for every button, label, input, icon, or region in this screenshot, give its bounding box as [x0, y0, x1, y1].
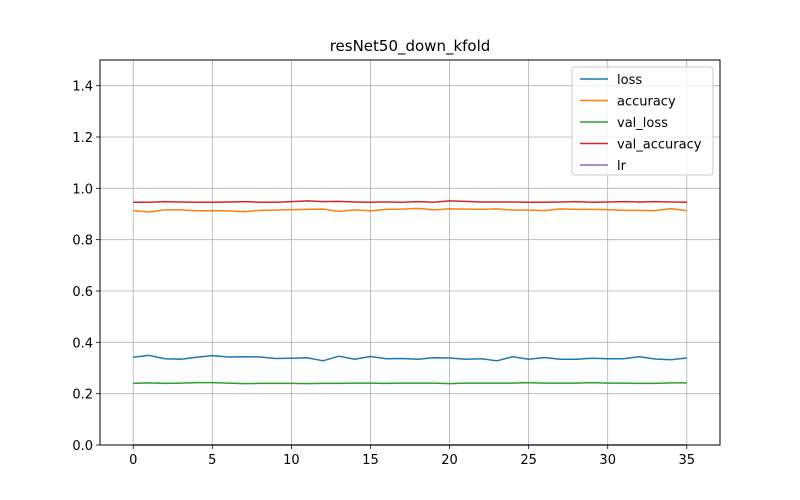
x-tick-label: 5 — [208, 453, 216, 468]
series-line-loss — [133, 354, 687, 362]
x-tick-label: 20 — [441, 453, 458, 468]
y-tick-label: 1.4 — [72, 80, 93, 95]
x-tick-label: 15 — [362, 453, 379, 468]
x-tick-label: 35 — [679, 453, 696, 468]
legend-label-val-accuracy: val_accuracy — [617, 138, 702, 153]
series-line-val-loss — [133, 381, 687, 385]
y-tick-label: 0.8 — [72, 234, 93, 249]
series-line-accuracy — [133, 207, 687, 213]
y-tick-label: 0.2 — [72, 388, 93, 403]
plot-frame — [99, 59, 721, 446]
y-tick-label: 0.6 — [72, 285, 93, 300]
y-tick-label: 0.4 — [72, 336, 93, 351]
y-tick-label: 1.2 — [72, 131, 93, 146]
axes: 0 5 10 15 20 25 30 35 0.0 0.2 0.4 0.6 0.8 1.0 1.2 1.4 — [72, 80, 695, 468]
x-tick-label: 10 — [283, 453, 300, 468]
legend-box — [571, 66, 714, 176]
legend-label-val-loss: val_loss — [617, 116, 668, 131]
legend-label-accuracy: accuracy — [617, 95, 676, 110]
y-tick-label: 0.0 — [72, 439, 93, 454]
x-tick-label: 25 — [520, 453, 537, 468]
x-tick-label: 0 — [129, 453, 137, 468]
legend-label-loss: loss — [617, 73, 642, 88]
y-tick-label: 1.0 — [72, 182, 93, 197]
series-line-val-accuracy — [133, 200, 687, 203]
legend-label-lr: lr — [617, 159, 627, 174]
x-tick-label: 30 — [599, 453, 616, 468]
chart-title: resNet50_down_kfold — [330, 37, 491, 56]
